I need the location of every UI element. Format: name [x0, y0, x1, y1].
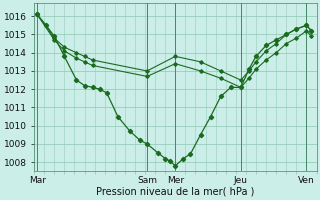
X-axis label: Pression niveau de la mer( hPa ): Pression niveau de la mer( hPa ) — [96, 187, 254, 197]
